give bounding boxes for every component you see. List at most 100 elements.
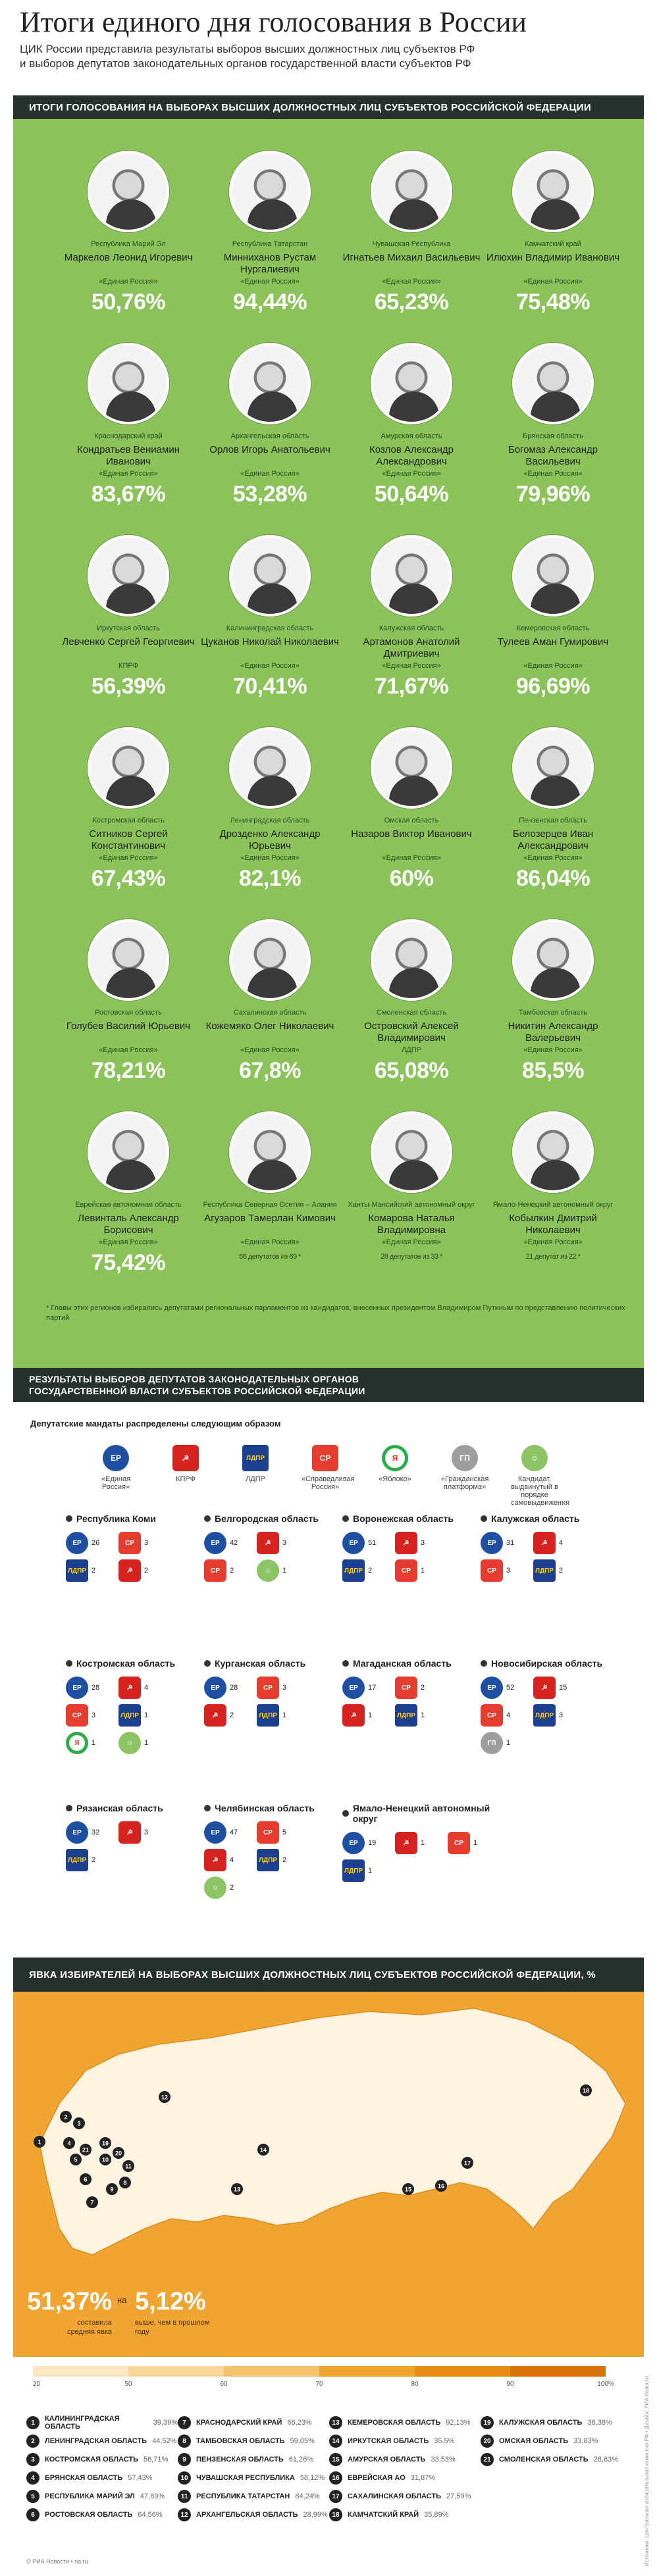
- map-marker: [402, 2183, 414, 2195]
- map-marker-label: 12: [161, 2094, 168, 2101]
- list-item-value: 66,23%: [287, 2419, 312, 2427]
- seat-entry: ЛДПР 1: [342, 1859, 388, 1882]
- list-item-value: 44,52%: [152, 2437, 177, 2445]
- list-item-region: Ростовская область: [45, 2511, 133, 2519]
- candidate-region: Кемеровская область: [516, 624, 590, 632]
- governors-panel: Республика Марий Эл Маркелов Леонид Игоре…: [13, 119, 644, 1368]
- map-marker-label: 9: [110, 2186, 113, 2193]
- list-item-value: 28,63%: [593, 2456, 618, 2463]
- list-item: 12 Архангельская область 28,99%: [178, 2506, 329, 2524]
- map-marker: [60, 2111, 72, 2123]
- candidate-result: 67,43%: [91, 866, 166, 891]
- region-block: Магаданская область ЕР 17 СР 2 ☭ 1 ЛДПР 1: [342, 1658, 474, 1727]
- candidate-card: Республика Татарстан Минниханов Рустам Ну…: [201, 151, 339, 315]
- party-er-icon: ЕР: [481, 1677, 503, 1699]
- turnout-list-column: 1 Калининградская область 39,39% 2 Ленинград…: [26, 2413, 178, 2524]
- candidate-name: Дрозденко Александр Юрьевич: [219, 828, 321, 851]
- list-item-region: Иркутская область: [348, 2437, 429, 2445]
- party-er-icon: ЕР: [204, 1532, 226, 1554]
- map-marker: [80, 2144, 92, 2156]
- list-item-region: Кемеровская область: [348, 2419, 441, 2427]
- candidate-region: Еврейская автономная область: [75, 1201, 182, 1209]
- seat-count: 2: [368, 1567, 373, 1575]
- party-ldpr-icon: ЛДПР: [533, 1559, 556, 1582]
- party-sr-icon: СР: [257, 1677, 279, 1699]
- list-item-value: 35,89%: [424, 2511, 449, 2519]
- candidate-result: 53,28%: [232, 482, 307, 507]
- party-ldpr-icon: ЛДПР: [342, 1559, 365, 1582]
- legend-label: «Единая Россия»: [101, 1475, 131, 1491]
- legend-label: «Гражданская платформа»: [441, 1475, 489, 1491]
- candidate-photo: [229, 535, 311, 617]
- party-sr-icon: СР: [481, 1704, 503, 1727]
- list-item: 9 Пензенская область 61,26%: [178, 2450, 329, 2469]
- party-kprf-icon: ☭: [533, 1532, 556, 1554]
- candidate-photo: [229, 343, 311, 424]
- delta-turnout-caption: выше, чем в прошлом году: [135, 2319, 210, 2336]
- candidate-region: Ленинградская область: [230, 817, 310, 824]
- map-marker-label: 18: [583, 2088, 589, 2094]
- seat-count: 3: [144, 1829, 149, 1836]
- legend-label: ЛДПР: [246, 1475, 265, 1483]
- map-marker: [99, 2137, 111, 2149]
- party-kprf-icon: ☭: [204, 1704, 226, 1727]
- candidate-photo: [88, 343, 169, 424]
- party-er-icon: ЕР: [204, 1821, 226, 1844]
- candidate-photo: [88, 727, 169, 809]
- candidate-party: «Единая Россия»: [523, 854, 583, 862]
- map-marker-label: 10: [102, 2157, 109, 2163]
- party-ldpr-icon: ЛДПР: [342, 1859, 365, 1882]
- seat-entry: ☭ 4: [118, 1677, 165, 1699]
- candidate-name: Комарова Наталья Владимировна: [368, 1213, 455, 1236]
- candidate-card: Амурская область Козлов Александр Алексан…: [342, 343, 481, 507]
- avg-turnout-value: 51,37%: [27, 2288, 112, 2315]
- seat-count: 4: [506, 1711, 511, 1719]
- seat-count: 51: [368, 1539, 377, 1547]
- candidate-card: Кемеровская область Тулеев Аман Гумирович…: [484, 535, 622, 699]
- party-ldpr-icon: ЛДПР: [533, 1704, 556, 1727]
- seat-count: 32: [92, 1829, 100, 1836]
- list-item-number: 4: [26, 2471, 39, 2485]
- seat-entry: СР 3: [118, 1532, 165, 1554]
- candidate-result: 56,39%: [91, 674, 166, 699]
- party-sr-icon: СР: [395, 1559, 417, 1582]
- candidate-photo: [371, 535, 452, 617]
- candidate-photo: [512, 535, 594, 617]
- list-item-value: 59,05%: [290, 2437, 315, 2445]
- seat-entry: СР 4: [481, 1704, 527, 1727]
- section-legislatures-title-line-1: Результаты выборов депутатов законодател…: [29, 1374, 359, 1384]
- region-block: Костромская область ЕР 28 ☭ 4 СР 3 ЛДПР 1 Я 1 ☺ 1: [66, 1658, 197, 1754]
- list-item-value: 31,87%: [410, 2474, 436, 2482]
- candidate-region: Сахалинская область: [233, 1009, 307, 1017]
- seat-entry: ☭ 1: [342, 1704, 388, 1727]
- candidate-photo: [371, 343, 452, 424]
- list-item-number: 16: [329, 2471, 342, 2485]
- candidate-photo: [371, 151, 452, 232]
- list-item-number: 11: [178, 2490, 191, 2503]
- candidate-party: «Единая Россия»: [382, 854, 441, 862]
- seat-entry: ☭ 3: [395, 1532, 441, 1554]
- seat-entry: ЕР 32: [66, 1821, 112, 1844]
- list-item-number: 1: [26, 2416, 39, 2429]
- candidate-party: «Единая Россия»: [99, 470, 158, 478]
- map-marker-label: 19: [102, 2140, 109, 2147]
- list-item-value: 35,5%: [434, 2437, 455, 2445]
- map-marker-label: 3: [77, 2121, 80, 2127]
- seat-count: 2: [144, 1567, 149, 1575]
- candidate-card: Костромская область Ситников Сергей Конст…: [59, 727, 197, 892]
- party-kprf-icon: ☭: [533, 1677, 556, 1699]
- seat-count: 15: [559, 1684, 567, 1692]
- list-item-region: Омская область: [499, 2437, 569, 2445]
- candidate-card: Смоленская область Островский Алексей Вла…: [342, 919, 481, 1084]
- seat-entry: ЛДПР 1: [257, 1704, 303, 1727]
- candidate-photo: [229, 151, 311, 232]
- scale-tick-label: 60: [220, 2381, 228, 2388]
- party-er-icon: ЕР: [204, 1677, 226, 1699]
- seat-entry: СР 1: [395, 1559, 441, 1582]
- list-item-number: 20: [481, 2435, 494, 2448]
- candidate-photo: [371, 919, 452, 1001]
- seat-entry: ☭ 1: [395, 1832, 441, 1854]
- list-item-number: 8: [178, 2435, 191, 2448]
- candidate-party: «Единая Россия»: [240, 1046, 300, 1054]
